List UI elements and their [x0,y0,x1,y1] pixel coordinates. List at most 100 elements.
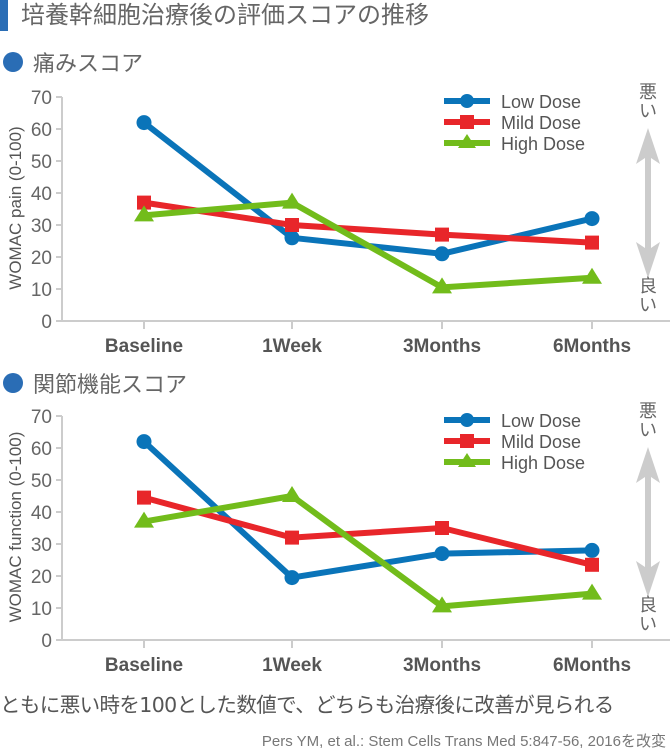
annotation-char: い [639,614,657,635]
y-tick-label: 10 [31,599,52,620]
bullet-icon [3,52,23,72]
legend-label: High Dose [501,134,585,154]
data-point [285,218,299,232]
legend-marker-square-icon [460,115,474,129]
data-point [136,434,152,450]
bullet-icon [3,373,23,393]
better-label: 良い [639,595,657,635]
page-title: 培養幹細胞治療後の評価スコアの推移 [21,1,429,29]
data-point [137,195,151,210]
data-point [136,115,152,131]
function-score-chart: 0 10 20 30 40 50 60 70 WOMAC function (0-100) Bas… [6,401,670,676]
data-point [134,205,154,222]
x-tick-label: Baseline [105,336,183,357]
data-point [432,596,452,613]
y-tick-label: 60 [31,439,52,460]
legend-label: Low Dose [501,92,581,112]
y-tick-label: 10 [31,280,52,301]
data-point [285,530,299,545]
data-point [284,230,300,246]
section-title: 関節機能スコア [33,373,188,398]
data-point [585,557,599,572]
double-arrow-icon [636,447,660,597]
y-tick-label: 30 [31,216,52,237]
legend-marker-square-icon [460,434,474,448]
data-point [434,246,450,262]
y-tick-label: 40 [31,503,52,524]
series-high-dose [134,192,602,294]
data-point [134,511,154,528]
y-tick-label: 40 [31,184,52,205]
series-mild-dose [137,195,599,250]
y-tick-label: 70 [31,407,52,428]
section-header-pain: 痛みスコア [0,47,143,77]
y-tick-label: 0 [41,312,52,333]
legend-label: Low Dose [501,411,581,431]
title-accent-bar [0,0,8,31]
y-tick-label: 70 [31,88,52,109]
annotation-char: い [639,101,657,122]
data-point [435,227,449,242]
y-axis-label: WOMAC function (0-100) [6,432,25,623]
citation: Pers YM, et al.: Stem Cells Trans Med 5:… [261,733,666,750]
y-tick-label: 50 [31,152,52,173]
legend-item: High Dose [444,134,585,154]
annotation-char: い [639,295,657,316]
data-point [585,235,599,250]
data-point [584,542,600,558]
data-point [282,192,302,209]
better-label: 良い [639,276,657,316]
data-point [435,521,449,535]
section-header-function: 関節機能スコア [0,368,187,398]
x-tick-label: 6Months [553,336,631,357]
y-tick-label: 60 [31,120,52,141]
annotation-char: 悪 [639,82,657,103]
series-mild-dose [137,490,599,572]
data-point [432,277,452,294]
x-tick-label: Baseline [105,655,183,676]
x-tick-label: 6Months [553,655,631,676]
y-tick-label: 0 [41,631,52,652]
y-tick-label: 20 [31,567,52,588]
legend-marker-triangle-icon [458,453,476,467]
legend-item: Low Dose [444,411,581,431]
data-point [284,570,300,586]
data-point [582,267,602,284]
x-tick-label: 1Week [262,336,322,357]
legend-item: High Dose [444,453,585,473]
section-title: 痛みスコア [33,52,144,77]
legend-marker-triangle-icon [458,134,476,148]
legend-marker-circle-icon [460,94,474,108]
pain-score-chart: 0 10 20 30 40 50 60 70 WOMAC pain (0-100) Baselin… [6,82,670,357]
data-point [137,490,151,505]
series-line [143,493,593,610]
worse-label: 悪い [639,401,657,441]
series-line [143,199,593,291]
legend-item: Mild Dose [444,113,581,133]
series-line [143,199,593,246]
y-tick-label: 50 [31,471,52,492]
data-point [282,486,302,502]
annotation-char: 良 [639,595,657,616]
data-point [584,211,600,227]
annotation-char: い [639,420,657,441]
legend-item: Mild Dose [444,432,581,452]
arrow-down-head [636,242,660,278]
y-tick-label: 30 [31,535,52,556]
x-tick-label: 3Months [403,336,481,357]
legend-label: Mild Dose [501,432,581,452]
y-axis-label: WOMAC pain (0-100) [6,126,25,289]
y-tick-label: 20 [31,248,52,269]
legend-label: Mild Dose [501,113,581,133]
worse-label: 悪い [639,82,657,122]
x-tick-label: 1Week [262,655,322,676]
series-line [143,494,593,568]
legend-label: High Dose [501,453,585,473]
annotation-char: 悪 [639,401,657,422]
data-point [434,546,450,562]
arrow-up-head [636,128,660,164]
annotation-char: 良 [639,276,657,297]
summary-text: ともに悪い時を100とした数値で、どちらも治療後に改善が見られる [0,693,614,717]
arrow-up-head [636,447,660,483]
double-arrow-icon [636,128,660,278]
